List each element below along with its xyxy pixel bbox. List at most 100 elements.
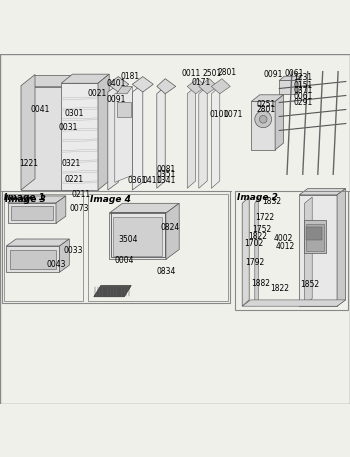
Text: 0221: 0221	[65, 175, 84, 184]
Text: 0251: 0251	[256, 100, 275, 109]
Polygon shape	[70, 75, 84, 190]
Text: 0031: 0031	[59, 122, 78, 132]
Polygon shape	[60, 239, 69, 272]
Polygon shape	[166, 203, 179, 259]
Text: 2501: 2501	[202, 69, 222, 78]
Polygon shape	[187, 86, 196, 188]
Text: 0171: 0171	[192, 78, 211, 87]
Circle shape	[255, 111, 272, 128]
Text: Image 3: Image 3	[5, 195, 46, 203]
Text: 0361: 0361	[128, 175, 147, 185]
Text: 1832: 1832	[262, 197, 281, 206]
Polygon shape	[117, 86, 132, 94]
Polygon shape	[157, 79, 176, 94]
Text: 1822: 1822	[270, 284, 289, 293]
Text: 0411: 0411	[143, 175, 162, 185]
Text: 0021: 0021	[88, 89, 107, 98]
Text: 4012: 4012	[276, 242, 295, 251]
Text: 0061: 0061	[284, 69, 303, 78]
Polygon shape	[56, 196, 66, 223]
Polygon shape	[157, 86, 165, 188]
Polygon shape	[61, 83, 98, 190]
Bar	[235, 191, 348, 310]
Text: 0073: 0073	[69, 204, 89, 213]
Text: 0181: 0181	[121, 72, 140, 81]
Text: 0401: 0401	[107, 79, 126, 88]
Text: 0824: 0824	[160, 223, 180, 232]
Text: 2801: 2801	[256, 105, 275, 114]
Polygon shape	[251, 101, 275, 150]
Text: 4002: 4002	[274, 234, 293, 243]
Text: 0011: 0011	[181, 69, 201, 78]
Polygon shape	[255, 197, 258, 306]
Text: 0091: 0091	[263, 70, 282, 79]
Polygon shape	[279, 76, 301, 80]
Polygon shape	[109, 203, 179, 213]
Polygon shape	[6, 246, 60, 272]
Text: 0081: 0081	[157, 165, 176, 174]
Text: 0291: 0291	[293, 98, 313, 107]
Text: 0151: 0151	[293, 80, 313, 90]
Bar	[88, 193, 228, 301]
Text: 1792: 1792	[246, 258, 265, 267]
Polygon shape	[108, 84, 118, 190]
Polygon shape	[337, 189, 345, 306]
Text: 0033: 0033	[64, 246, 83, 255]
Text: 2801: 2801	[218, 68, 237, 77]
Polygon shape	[8, 203, 56, 223]
Polygon shape	[242, 300, 345, 306]
Bar	[113, 217, 162, 256]
Text: 0004: 0004	[115, 256, 134, 265]
Polygon shape	[296, 76, 301, 94]
Text: 1221: 1221	[19, 159, 38, 168]
Bar	[306, 227, 322, 240]
Text: 0341: 0341	[157, 176, 176, 186]
Polygon shape	[211, 79, 230, 94]
Text: 0101: 0101	[209, 110, 229, 119]
Bar	[2, 191, 230, 303]
Polygon shape	[21, 75, 84, 87]
Polygon shape	[132, 84, 143, 190]
Text: 0041: 0041	[31, 105, 50, 114]
Text: Image 4: Image 4	[90, 195, 131, 203]
Text: 0091: 0091	[107, 95, 126, 103]
Bar	[117, 102, 131, 117]
Polygon shape	[132, 77, 153, 92]
Text: 1852: 1852	[300, 280, 320, 289]
Text: 1702: 1702	[244, 239, 264, 248]
Polygon shape	[299, 189, 345, 195]
Polygon shape	[21, 74, 35, 190]
Text: 1231: 1231	[293, 74, 313, 83]
Polygon shape	[61, 74, 109, 83]
Text: 1822: 1822	[248, 232, 267, 241]
Polygon shape	[299, 195, 337, 306]
Text: 0301: 0301	[65, 108, 84, 117]
Text: 0321: 0321	[61, 159, 80, 168]
Bar	[4, 193, 83, 301]
Text: 0371: 0371	[293, 86, 313, 96]
Polygon shape	[109, 213, 166, 259]
Text: 1752: 1752	[253, 225, 272, 234]
Polygon shape	[21, 87, 70, 190]
Polygon shape	[304, 197, 312, 305]
Polygon shape	[275, 95, 284, 150]
Polygon shape	[98, 74, 109, 190]
Text: 0834: 0834	[157, 267, 176, 276]
Polygon shape	[115, 87, 132, 182]
Bar	[304, 220, 326, 253]
Polygon shape	[6, 239, 69, 246]
Text: Image 2: Image 2	[237, 193, 278, 202]
Text: 0043: 0043	[46, 260, 66, 269]
Bar	[11, 207, 52, 220]
Polygon shape	[279, 80, 296, 94]
Text: 1882: 1882	[251, 279, 270, 288]
Bar	[111, 213, 164, 257]
Bar	[10, 250, 56, 269]
Polygon shape	[251, 95, 284, 101]
Polygon shape	[94, 286, 131, 297]
Polygon shape	[187, 79, 206, 94]
Text: 3504: 3504	[118, 235, 138, 244]
Polygon shape	[242, 197, 249, 306]
Circle shape	[259, 116, 267, 123]
Text: 0211: 0211	[72, 190, 91, 199]
